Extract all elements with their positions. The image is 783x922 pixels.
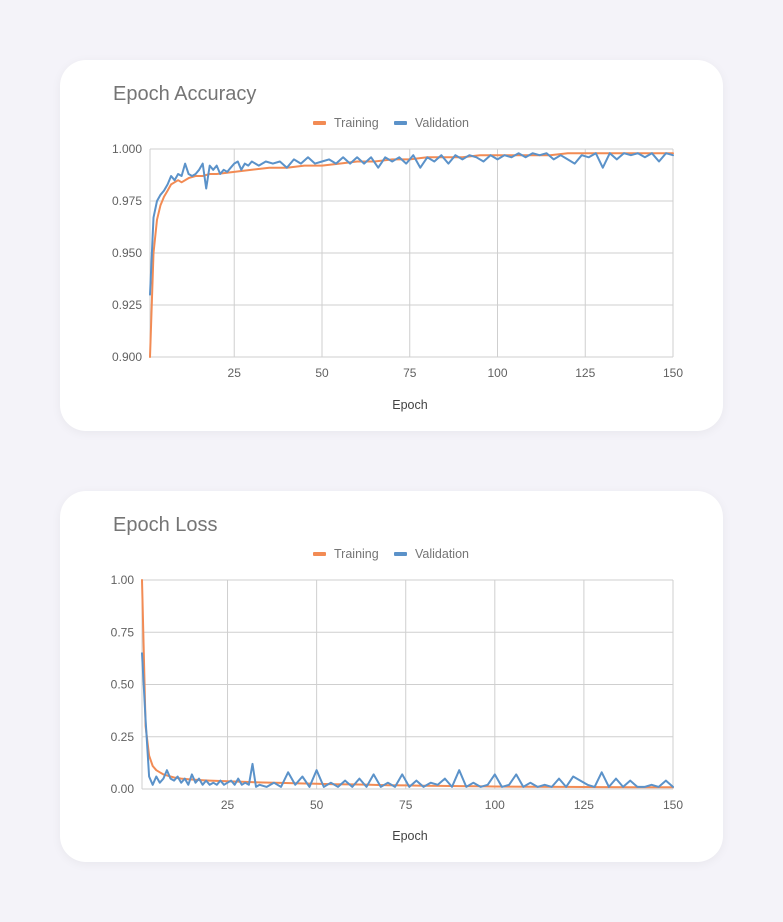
x-tick-label: 125	[575, 366, 595, 380]
series-line-validation	[141, 652, 674, 788]
y-tick-label: 0.925	[112, 298, 142, 312]
y-tick-label: 0.00	[111, 782, 135, 796]
x-tick-label: 25	[228, 366, 242, 380]
legend-item-training: Training	[313, 116, 379, 130]
x-tick-label: 125	[574, 798, 594, 812]
y-tick-label: 0.900	[112, 350, 142, 364]
y-tick-label: 1.00	[111, 573, 135, 587]
series-line-training	[141, 579, 674, 789]
y-tick-label: 0.50	[111, 678, 135, 692]
legend-swatch	[313, 121, 326, 125]
x-tick-label: 25	[221, 798, 235, 812]
loss-chart-title: Epoch Loss	[113, 514, 218, 536]
x-tick-label: 75	[399, 798, 413, 812]
legend-item-validation: Validation	[394, 116, 469, 130]
series-line-training	[149, 152, 674, 358]
x-tick-label: 100	[487, 366, 507, 380]
accuracy-chart-card: Epoch Accuracy Training Validation 0.900 0.9…	[60, 60, 723, 431]
legend-label: Validation	[415, 116, 469, 130]
accuracy-chart: Epoch Accuracy Training Validation 0.900 0.9…	[112, 83, 683, 412]
loss-chart-card: Epoch Loss Training Validation 0.00 0.25 0.50…	[60, 491, 723, 862]
loss-chart: Epoch Loss Training Validation 0.00 0.25 0.50…	[111, 514, 684, 843]
legend-label: Training	[334, 547, 379, 561]
x-tick-label: 50	[315, 366, 329, 380]
legend-label: Training	[334, 116, 379, 130]
legend-item-training: Training	[313, 547, 379, 561]
x-tick-label: 100	[485, 798, 505, 812]
y-tick-label: 0.75	[111, 625, 135, 639]
legend-swatch	[313, 552, 326, 556]
accuracy-x-axis-title: Epoch	[392, 398, 427, 412]
x-tick-label: 75	[403, 366, 417, 380]
legend-label: Validation	[415, 547, 469, 561]
accuracy-chart-title: Epoch Accuracy	[113, 83, 256, 105]
legend-item-validation: Validation	[394, 547, 469, 561]
series-line-validation	[149, 152, 674, 296]
legend-swatch	[394, 552, 407, 556]
x-tick-label: 50	[310, 798, 324, 812]
x-tick-label: 150	[663, 366, 683, 380]
legend-swatch	[394, 121, 407, 125]
y-tick-label: 1.000	[112, 142, 142, 156]
y-tick-label: 0.950	[112, 246, 142, 260]
loss-x-axis-title: Epoch	[392, 829, 427, 843]
y-tick-label: 0.975	[112, 194, 142, 208]
x-tick-label: 150	[663, 798, 683, 812]
y-tick-label: 0.25	[111, 730, 135, 744]
